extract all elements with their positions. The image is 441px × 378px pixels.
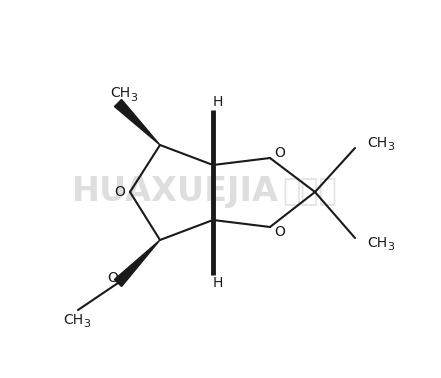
Text: CH: CH <box>63 313 83 327</box>
Text: HUAXUEJIA: HUAXUEJIA <box>71 175 278 209</box>
Text: H: H <box>213 276 223 290</box>
Text: 化学加: 化学加 <box>283 178 337 206</box>
Text: 3: 3 <box>130 93 137 103</box>
Text: CH: CH <box>110 86 130 100</box>
Text: H: H <box>213 95 223 109</box>
Text: CH: CH <box>367 136 387 150</box>
Text: O: O <box>275 146 285 160</box>
Polygon shape <box>114 240 160 287</box>
Text: 3: 3 <box>83 319 90 329</box>
Text: 3: 3 <box>387 142 394 152</box>
Text: CH: CH <box>367 236 387 250</box>
Polygon shape <box>115 99 160 145</box>
Text: O: O <box>108 271 119 285</box>
Text: O: O <box>275 225 285 239</box>
Text: 3: 3 <box>387 242 394 252</box>
Text: O: O <box>115 185 125 199</box>
